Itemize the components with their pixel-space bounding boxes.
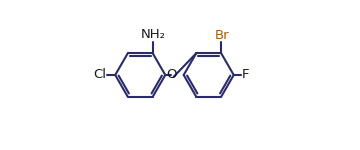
Text: F: F xyxy=(242,69,249,81)
Text: O: O xyxy=(167,69,177,81)
Text: Br: Br xyxy=(215,29,229,42)
Text: Cl: Cl xyxy=(94,69,107,81)
Text: NH₂: NH₂ xyxy=(141,28,166,41)
